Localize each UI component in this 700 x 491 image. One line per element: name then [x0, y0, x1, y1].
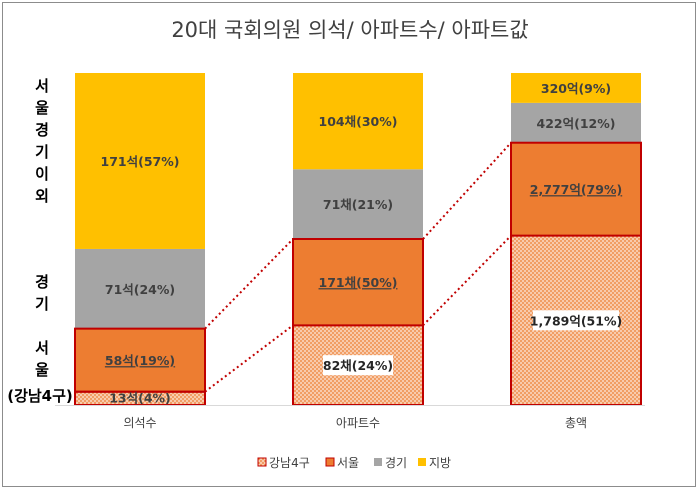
- legend-label-1: 서울: [337, 456, 359, 470]
- bar-gyeonggi-1: [293, 169, 423, 239]
- legend-label-3: 지방: [429, 456, 451, 470]
- label-seoul-2: 2,777억(79%): [530, 182, 622, 197]
- bar-gyeonggi-0: [75, 248, 205, 329]
- label-gangnam-1: 82채(24%): [323, 358, 393, 373]
- legend-swatch-0: [257, 457, 267, 467]
- label-gyeonggi-2: 422억(12%): [537, 116, 616, 131]
- side-label-gyeonggi-char: 기: [35, 295, 49, 313]
- legend-swatch-3: [418, 458, 426, 466]
- side-label-gyeonggi-char: 경: [35, 273, 49, 291]
- bar-gyeonggi-2: [511, 102, 641, 143]
- label-region-1: 104채(30%): [319, 114, 398, 129]
- bar-seoul-0: [75, 328, 205, 392]
- connectors-group: [204, 142, 512, 393]
- bar-region-2: [511, 73, 641, 103]
- chart-title: 20대 국회의원 의석/ 아파트수/ 아파트값: [171, 18, 529, 42]
- bar-seoul-1: [293, 239, 423, 326]
- legend: 강남4구 서울 경기 지방: [257, 456, 451, 470]
- label-box-gangnam-1: [323, 355, 393, 376]
- label-region-0: 171석(57%): [101, 154, 180, 169]
- side-label-outside-char: 기: [35, 143, 49, 161]
- side-label-outside-char: 외: [35, 187, 49, 205]
- legend-label-2: 경기: [385, 456, 407, 470]
- label-seoul-0: 58석(19%): [105, 353, 175, 368]
- legend-swatch-2: [374, 458, 382, 466]
- label-box-gangnam-2: [533, 310, 619, 331]
- side-label-outside-char: 서: [35, 77, 49, 95]
- legend-label-0: 강남4구: [269, 456, 310, 470]
- category-label-2: 총액: [565, 416, 587, 430]
- legend-swatch-1: [325, 457, 335, 467]
- side-label-gangnam: (강남4구): [7, 387, 73, 405]
- side-label-outside-char: 경: [35, 121, 49, 139]
- side-label-outside-char: 이: [35, 165, 49, 183]
- label-gyeonggi-1: 71채(21%): [323, 197, 393, 212]
- label-gyeonggi-0: 71석(24%): [105, 282, 175, 297]
- connector-gangnam-1: [422, 234, 512, 327]
- label-region-2: 320억(9%): [541, 81, 611, 96]
- connector-seoul-1: [422, 142, 512, 240]
- side-label-seoul-char: 울: [35, 361, 49, 379]
- connector-gangnam-0: [204, 324, 294, 393]
- label-gangnam-2: 1,789억(51%): [530, 313, 622, 328]
- side-label-seoul-char: 서: [35, 339, 49, 357]
- bars-group: 13석(4%) 58석(19%) 71석(24%) 171석(57%) 의석수 82채(2…: [55, 73, 645, 430]
- label-seoul-1: 171채(50%): [319, 275, 398, 290]
- label-gangnam-0: 13석(4%): [109, 390, 171, 405]
- bar-region-0: [75, 73, 205, 249]
- side-label-outside-char: 울: [35, 99, 49, 117]
- bar-gangnam-0: [75, 391, 205, 405]
- category-label-1: 아파트수: [336, 416, 380, 430]
- bar-region-1: [293, 73, 423, 170]
- chart-frame: [2, 2, 696, 487]
- category-label-0: 의석수: [123, 416, 156, 430]
- bar-seoul-2: [511, 142, 641, 236]
- connector-seoul-0: [204, 238, 294, 330]
